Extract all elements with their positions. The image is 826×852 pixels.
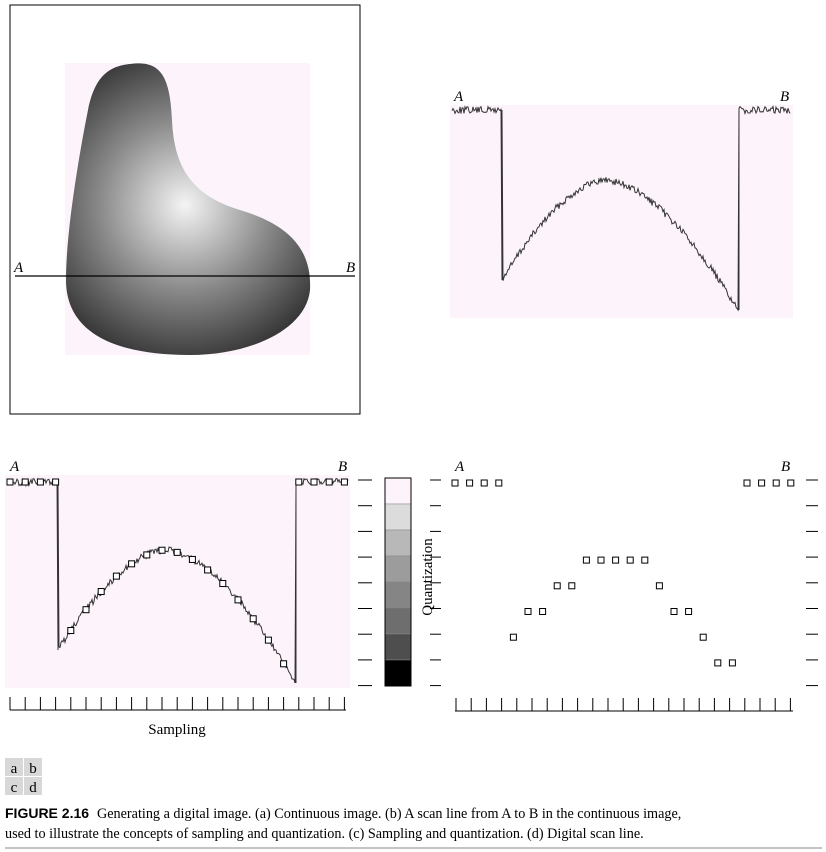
label-b: B [346,260,355,276]
y-axis-label: Quantization [420,538,436,616]
caption-text: Generating a digital image. (a) Continuo… [97,806,681,822]
digital-sample [568,582,576,590]
key-cell [24,777,42,795]
panel-b: A B [450,89,793,318]
panel-c: A B Sampling Quantization [5,459,436,738]
digital-sample [480,479,488,487]
digital-sample [758,479,766,487]
digital-sample [509,633,517,641]
digital-sample [699,633,707,641]
digital-sample [743,479,751,487]
digital-sample [787,479,795,487]
quantization-level [384,529,412,557]
sample-marker [143,551,151,559]
digital-sample [772,479,780,487]
panel-d: A B [430,459,818,712]
sample-marker [36,478,44,486]
quantization-level [384,477,412,505]
label-b: B [338,459,347,475]
digital-sample [466,479,474,487]
quantization-scale [358,477,412,687]
key-cell [5,758,23,776]
sample-marker [219,580,227,588]
quantization-level [384,555,412,583]
sample-marker [112,572,120,580]
sample-marker [97,588,105,596]
sample-marker [295,478,303,486]
plot-background [5,475,350,688]
plot-background [450,105,793,318]
digital-sample [714,659,722,667]
sample-marker [204,566,212,574]
key-label: c [11,780,18,796]
sample-marker [67,627,75,635]
panel-a: A B [9,4,361,415]
key-label: b [29,761,37,777]
quantization-level [384,503,412,531]
quantization-level [384,633,412,661]
quantization-level [384,607,412,635]
sample-marker [249,615,257,623]
key-label: d [29,780,37,796]
scan-profile [451,105,791,312]
key-cell [5,777,23,795]
label-b: B [780,89,789,105]
quantization-level [384,659,412,687]
digital-sample [582,556,590,564]
sample-marker [6,478,14,486]
continuous-image [66,63,311,355]
sample-marker [128,560,136,568]
x-axis-label: Sampling [148,722,206,738]
digital-sample [685,608,693,615]
sample-marker [173,548,181,556]
digital-sample [670,608,678,615]
caption: FIGURE 2.16 Generating a digital image. … [5,805,822,849]
label-b: B [781,459,790,475]
sample-marker [52,478,60,486]
scale-frame [384,477,412,687]
digital-sample [539,608,547,615]
sample-marker [325,478,333,486]
digital-sample [524,608,532,615]
sample-marker [234,596,242,604]
sample-marker [21,478,29,486]
digital-sample [641,556,649,564]
digital-sample [451,479,459,487]
label-a: A [9,459,20,475]
panel-key: a b c d [5,758,42,796]
key-cell [24,758,42,776]
digital-sample [553,582,561,590]
digital-sample [626,556,634,564]
caption-label: FIGURE 2.16 [5,805,89,821]
digital-sample [495,479,503,487]
digital-sample [597,556,605,564]
caption-text: used to illustrate the concepts of sampl… [5,826,644,842]
sample-marker [158,546,166,554]
digital-sample [728,659,736,667]
sample-marker [264,636,272,644]
sample-marker [188,555,196,563]
digital-sample [612,556,620,564]
sample-marker [340,478,348,486]
key-label: a [11,761,18,777]
label-a: A [453,89,464,105]
sample-marker [82,606,90,614]
sample-marker [310,478,318,486]
quantization-level [384,581,412,609]
digital-sample [655,582,663,590]
label-a: A [13,260,24,276]
label-a: A [454,459,465,475]
sample-marker [280,660,288,668]
